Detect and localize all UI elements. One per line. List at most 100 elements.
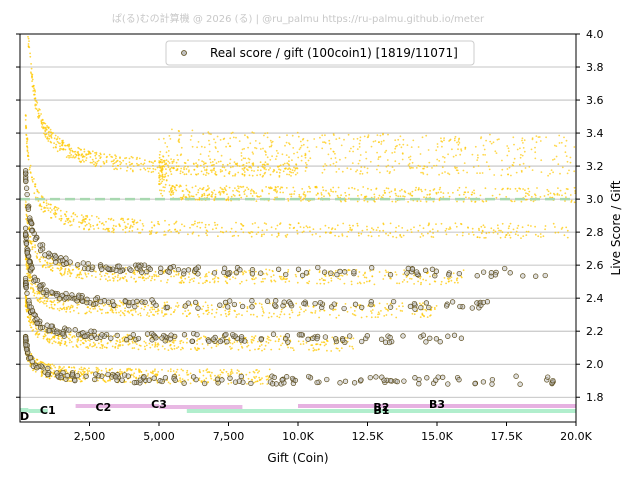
gold-point xyxy=(395,273,398,276)
gold-point xyxy=(154,373,157,376)
gold-point xyxy=(185,168,188,170)
gold-point xyxy=(46,207,49,210)
dark-point xyxy=(181,380,187,386)
gold-point xyxy=(64,148,67,151)
gold-point xyxy=(51,336,54,339)
gold-point xyxy=(127,218,130,220)
gold-point xyxy=(37,330,39,333)
dark-point xyxy=(469,305,475,311)
gold-point xyxy=(365,151,367,154)
gold-point xyxy=(157,371,160,373)
gold-point xyxy=(49,211,52,213)
gold-point xyxy=(65,308,68,311)
gold-point xyxy=(374,140,377,142)
gold-point xyxy=(228,170,231,173)
dark-point xyxy=(411,300,418,307)
gold-point xyxy=(314,186,317,188)
dark-point xyxy=(429,266,436,272)
gold-point xyxy=(79,336,82,339)
gold-point xyxy=(40,256,43,258)
band-label-c2: C2 xyxy=(96,401,112,414)
gold-point xyxy=(292,147,295,149)
gold-point xyxy=(146,312,149,314)
gold-point xyxy=(428,193,431,196)
gold-point xyxy=(102,344,104,347)
gold-point xyxy=(96,224,98,227)
gold-point xyxy=(172,311,175,313)
gold-point xyxy=(227,372,230,375)
dark-point xyxy=(217,338,224,345)
dark-point xyxy=(480,299,487,306)
dark-point xyxy=(135,335,142,342)
gold-point xyxy=(271,155,273,158)
gold-point xyxy=(545,136,547,139)
gold-point xyxy=(78,273,80,276)
gold-point xyxy=(86,153,89,156)
y-tick-label: 3.6 xyxy=(586,94,604,107)
gold-point xyxy=(190,173,193,176)
gold-point xyxy=(270,144,273,147)
gold-point xyxy=(288,227,291,229)
gold-point xyxy=(229,339,231,342)
gold-point xyxy=(106,311,109,314)
gold-point xyxy=(176,168,179,170)
gold-point xyxy=(234,174,236,177)
gold-point xyxy=(501,188,503,191)
gold-point xyxy=(98,154,101,157)
gold-point xyxy=(29,55,32,58)
gold-point xyxy=(443,137,445,140)
gold-point xyxy=(286,344,289,347)
gold-point xyxy=(347,133,350,136)
gold-point xyxy=(157,172,160,175)
gold-point xyxy=(420,233,423,235)
gold-point xyxy=(477,165,480,167)
gold-point xyxy=(29,273,32,276)
gold-point xyxy=(321,277,323,280)
gold-point xyxy=(270,187,272,190)
gold-point xyxy=(264,161,267,164)
gold-point xyxy=(247,344,250,347)
gold-point xyxy=(278,136,281,139)
gold-point xyxy=(384,269,387,272)
gold-point xyxy=(212,167,215,170)
gold-point xyxy=(318,271,321,274)
gold-point xyxy=(160,280,162,282)
gold-point xyxy=(196,222,199,224)
gold-point xyxy=(37,112,40,115)
gold-point xyxy=(225,189,227,192)
gold-point xyxy=(26,140,28,143)
gold-point xyxy=(275,155,278,158)
gold-point xyxy=(198,369,201,371)
gold-point xyxy=(292,227,295,230)
gold-point xyxy=(256,315,258,318)
gold-point xyxy=(115,155,117,158)
y-tick-label: 1.8 xyxy=(586,391,604,404)
gold-point xyxy=(367,187,369,190)
gold-point xyxy=(230,381,233,384)
gold-point xyxy=(55,206,58,209)
gold-point xyxy=(290,193,293,196)
gold-point xyxy=(209,375,212,378)
gold-point xyxy=(177,380,180,383)
gold-point xyxy=(76,346,79,348)
gold-point xyxy=(205,377,208,380)
gold-point xyxy=(564,145,567,147)
gold-point xyxy=(238,194,241,196)
gold-point xyxy=(27,152,30,154)
gold-point xyxy=(460,222,462,225)
gold-point xyxy=(403,195,406,198)
gold-point xyxy=(88,310,91,313)
gold-point xyxy=(136,162,138,165)
gold-point xyxy=(50,264,53,267)
gold-point xyxy=(360,316,363,319)
gold-point xyxy=(89,307,92,310)
gold-point xyxy=(371,227,373,230)
gold-point xyxy=(338,349,341,352)
gold-point xyxy=(419,316,422,318)
gold-point xyxy=(243,193,246,196)
dark-point xyxy=(93,371,99,377)
gold-point xyxy=(356,137,359,140)
gold-point xyxy=(453,281,456,284)
gold-point xyxy=(146,314,148,316)
gold-point xyxy=(46,298,49,300)
